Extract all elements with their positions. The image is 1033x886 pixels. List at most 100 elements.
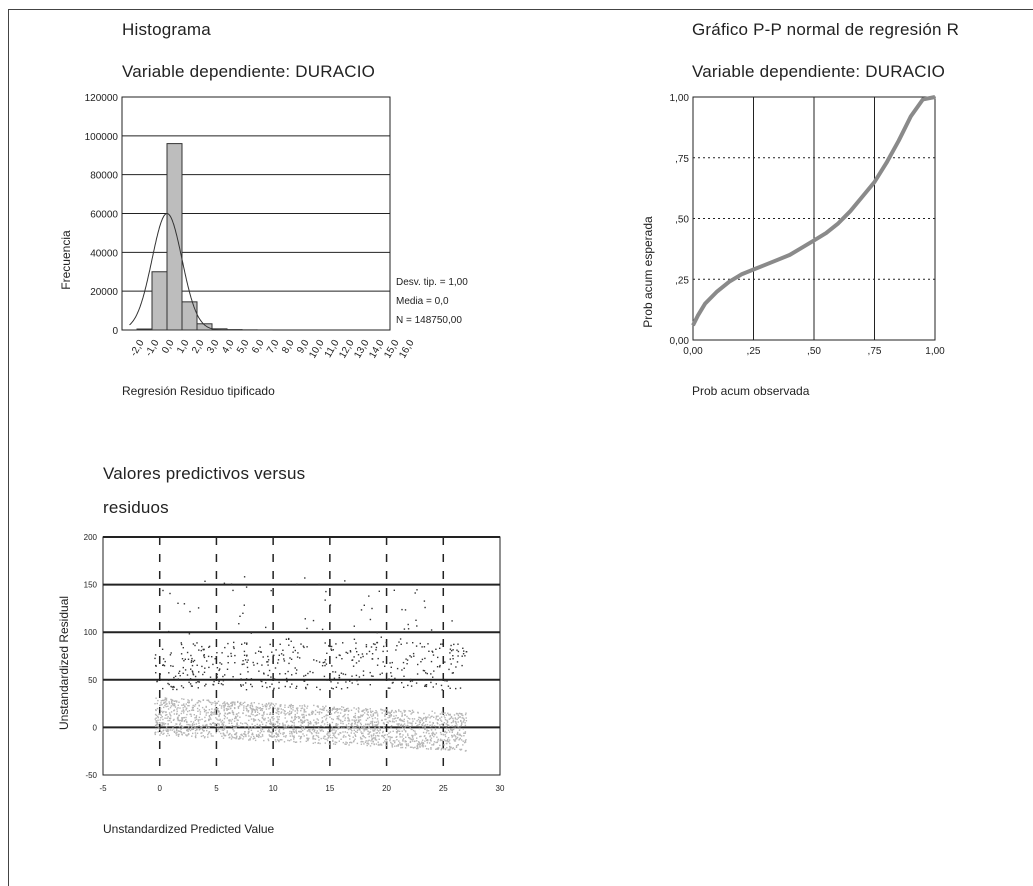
scatter-point [449, 687, 451, 689]
scatter-point [187, 728, 189, 731]
scatter-point [341, 706, 343, 708]
scatter-point [425, 717, 428, 719]
scatter-point [207, 732, 210, 734]
scatter-point [269, 713, 272, 715]
scatter-point [377, 730, 380, 732]
scatter-point [201, 645, 203, 648]
scatter-point [370, 720, 372, 723]
scatter-point [461, 655, 463, 657]
scatter-point [291, 705, 293, 707]
scatter-point [372, 710, 374, 713]
scatter-point [371, 607, 373, 610]
scatter-point [269, 735, 271, 737]
scatter-point [173, 700, 175, 702]
scatter-point [298, 717, 300, 719]
scatter-point [254, 725, 256, 727]
scatter-point [236, 722, 238, 724]
scatter-point [244, 726, 246, 728]
scatter-point [303, 680, 305, 682]
scatter-point [325, 715, 327, 717]
scatter-point [230, 707, 232, 709]
scatter-point [198, 716, 201, 719]
scatter-point [464, 750, 467, 752]
scatter-point [389, 662, 391, 664]
scatter-point [200, 732, 202, 734]
scatter-point [258, 702, 260, 705]
scatter-point [248, 735, 250, 737]
scatter-point [282, 733, 284, 735]
scatter-point [230, 705, 232, 707]
scatter-point [204, 709, 206, 712]
scatter-point [253, 664, 255, 666]
scatter-point [247, 710, 250, 712]
scatter-point [224, 646, 226, 649]
scatter-point [238, 725, 241, 728]
scatter-point [367, 733, 369, 735]
scatter-point [251, 732, 254, 734]
scatter-point [411, 746, 413, 748]
scatter-point [317, 742, 319, 744]
scatter-point [329, 716, 331, 718]
scatter-point [240, 722, 242, 724]
scatter-point [371, 658, 374, 660]
scatter-point [362, 728, 364, 730]
scatter-point [429, 735, 431, 737]
scatter-point [383, 645, 385, 648]
scatter-point [355, 735, 357, 737]
pp-xtick-label: 0,00 [683, 346, 703, 357]
scatter-point [435, 715, 438, 717]
scatter-point [303, 720, 306, 722]
scatter-point [178, 714, 180, 717]
scatter-point [191, 728, 193, 731]
scatter-point [367, 730, 369, 732]
scatter-point [368, 731, 371, 733]
scatter-point [254, 711, 256, 713]
scatter-point [193, 714, 195, 716]
scatter-point [388, 711, 390, 713]
scatter-point [326, 679, 328, 681]
scatter-point [300, 724, 302, 726]
scatter-point [308, 730, 310, 732]
scatter-point [195, 718, 198, 720]
scatter-point [382, 709, 384, 711]
scatter-point [320, 737, 322, 740]
scatter-point [451, 747, 454, 750]
scatter-point [168, 630, 170, 633]
scatter-point [338, 674, 340, 677]
scatter-point [276, 709, 278, 711]
scatter-point [252, 661, 254, 664]
scatter-point [385, 709, 387, 711]
scatter-point [244, 701, 246, 704]
scatter-point [367, 714, 369, 716]
scatter-point [154, 654, 157, 656]
scatter-point [217, 679, 220, 681]
scatter-point [368, 735, 370, 738]
scatter-point [331, 665, 333, 667]
scatter-point [167, 719, 169, 722]
scatter-xlabel: Unstandardized Predicted Value [103, 822, 275, 836]
scatter-point [444, 740, 447, 742]
scatter-point [218, 730, 221, 733]
scatter-point [437, 656, 439, 659]
scatter-point [376, 713, 379, 715]
scatter-point [223, 721, 225, 723]
scatter-point [440, 749, 442, 751]
scatter-point [463, 719, 465, 722]
scatter-point [362, 674, 365, 677]
scatter-point [230, 725, 233, 728]
scatter-point [272, 661, 274, 663]
scatter-point [306, 646, 308, 648]
scatter-point [374, 724, 376, 726]
scatter-point [205, 705, 207, 708]
scatter-point [307, 719, 309, 721]
scatter-point [318, 661, 321, 663]
scatter-point [369, 708, 371, 710]
scatter-point [229, 736, 231, 738]
scatter-point [173, 703, 175, 705]
scatter-point [363, 725, 365, 727]
scatter-point [370, 734, 373, 736]
scatter-point [201, 718, 203, 720]
scatter-point [369, 731, 372, 733]
scatter-point [304, 577, 306, 579]
scatter-point [271, 733, 273, 735]
